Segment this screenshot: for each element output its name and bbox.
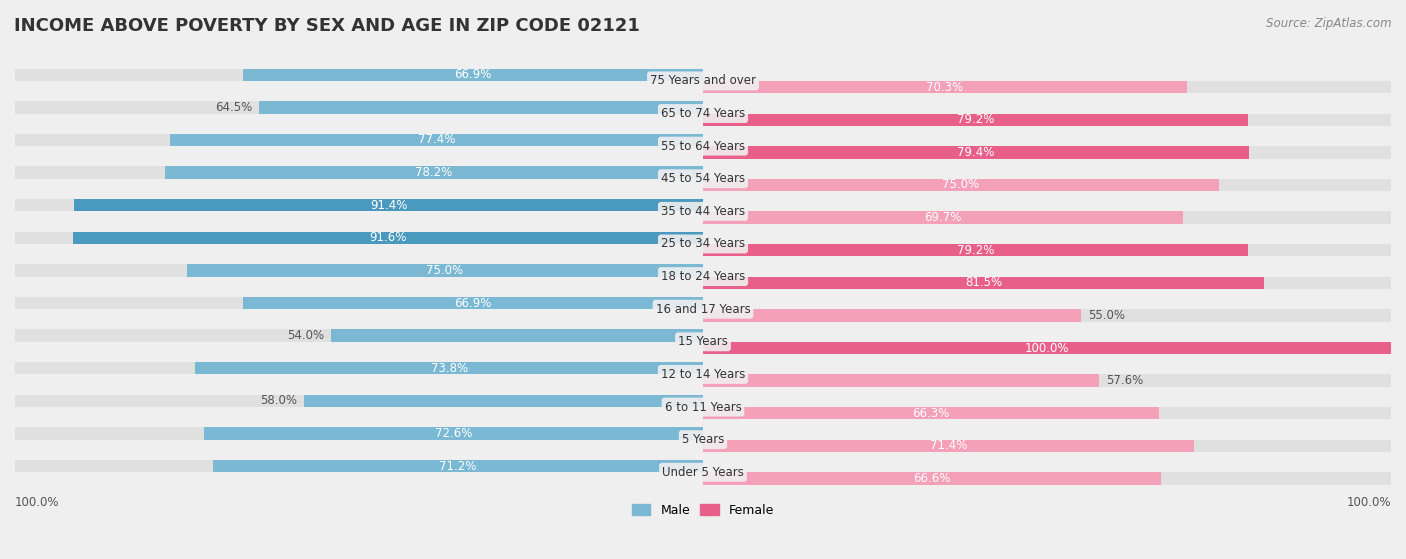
Bar	[703, 407, 1391, 419]
Text: 91.4%: 91.4%	[370, 198, 408, 212]
Text: Source: ZipAtlas.com: Source: ZipAtlas.com	[1267, 17, 1392, 30]
Text: 71.2%: 71.2%	[440, 459, 477, 472]
Bar	[204, 427, 703, 439]
Text: 77.4%: 77.4%	[418, 134, 456, 146]
Bar	[703, 342, 1391, 354]
Bar	[703, 179, 1219, 191]
Bar	[243, 69, 703, 81]
Bar	[75, 199, 703, 211]
Bar	[703, 146, 1250, 159]
Bar	[332, 329, 703, 342]
Bar	[243, 297, 703, 309]
Bar	[195, 362, 703, 375]
Bar	[304, 395, 703, 407]
Bar	[703, 309, 1081, 321]
Bar	[165, 167, 703, 179]
Bar	[703, 244, 1249, 257]
Bar	[15, 101, 703, 113]
Bar	[15, 329, 703, 342]
Text: 79.2%: 79.2%	[956, 113, 994, 126]
Text: 12 to 14 Years: 12 to 14 Years	[661, 368, 745, 381]
Legend: Male, Female: Male, Female	[627, 499, 779, 522]
Bar	[703, 407, 1159, 419]
Bar	[703, 81, 1187, 93]
Bar	[703, 375, 1391, 387]
Text: 57.6%: 57.6%	[1107, 374, 1143, 387]
Bar	[15, 427, 703, 439]
Text: 72.6%: 72.6%	[434, 427, 472, 440]
Text: 79.2%: 79.2%	[956, 244, 994, 257]
Bar	[703, 146, 1391, 159]
Text: 75 Years and over: 75 Years and over	[650, 74, 756, 87]
Bar	[703, 277, 1391, 289]
Bar	[15, 460, 703, 472]
Bar	[15, 134, 703, 146]
Text: 81.5%: 81.5%	[965, 276, 1002, 290]
Bar	[15, 395, 703, 407]
Text: 75.0%: 75.0%	[426, 264, 464, 277]
Text: INCOME ABOVE POVERTY BY SEX AND AGE IN ZIP CODE 02121: INCOME ABOVE POVERTY BY SEX AND AGE IN Z…	[14, 17, 640, 35]
Bar	[15, 69, 703, 81]
Text: 6 to 11 Years: 6 to 11 Years	[665, 401, 741, 414]
Bar	[703, 211, 1182, 224]
Text: 71.4%: 71.4%	[929, 439, 967, 452]
Bar	[703, 472, 1391, 485]
Bar	[703, 113, 1249, 126]
Text: 100.0%: 100.0%	[1025, 342, 1069, 354]
Text: 45 to 54 Years: 45 to 54 Years	[661, 172, 745, 185]
Bar	[15, 297, 703, 309]
Text: 73.8%: 73.8%	[430, 362, 468, 375]
Text: 65 to 74 Years: 65 to 74 Years	[661, 107, 745, 120]
Text: 66.3%: 66.3%	[912, 407, 949, 420]
Text: 79.4%: 79.4%	[957, 146, 995, 159]
Bar	[187, 264, 703, 277]
Bar	[170, 134, 703, 146]
Bar	[703, 113, 1391, 126]
Bar	[259, 101, 703, 113]
Text: 70.3%: 70.3%	[927, 80, 963, 93]
Text: 55.0%: 55.0%	[1088, 309, 1125, 322]
Bar	[703, 244, 1391, 257]
Bar	[703, 439, 1391, 452]
Text: 25 to 34 Years: 25 to 34 Years	[661, 238, 745, 250]
Text: 18 to 24 Years: 18 to 24 Years	[661, 270, 745, 283]
Bar	[15, 167, 703, 179]
Bar	[703, 179, 1391, 191]
Bar	[703, 277, 1264, 289]
Bar	[703, 375, 1099, 387]
Text: 66.6%: 66.6%	[914, 472, 950, 485]
Text: 64.5%: 64.5%	[215, 101, 252, 114]
Text: 78.2%: 78.2%	[415, 166, 453, 179]
Text: 66.9%: 66.9%	[454, 68, 492, 81]
Text: 5 Years: 5 Years	[682, 433, 724, 446]
Text: 58.0%: 58.0%	[260, 394, 297, 408]
Bar	[703, 439, 1194, 452]
Text: 69.7%: 69.7%	[924, 211, 962, 224]
Bar	[703, 342, 1391, 354]
Text: 75.0%: 75.0%	[942, 178, 980, 191]
Text: 100.0%: 100.0%	[15, 496, 59, 509]
Text: 35 to 44 Years: 35 to 44 Years	[661, 205, 745, 218]
Bar	[703, 81, 1391, 93]
Bar	[15, 199, 703, 211]
Text: 91.6%: 91.6%	[370, 231, 406, 244]
Bar	[15, 264, 703, 277]
Text: 66.9%: 66.9%	[454, 296, 492, 310]
Bar	[703, 309, 1391, 321]
Bar	[703, 472, 1161, 485]
Bar	[214, 460, 703, 472]
Text: 15 Years: 15 Years	[678, 335, 728, 348]
Bar	[15, 231, 703, 244]
Text: 54.0%: 54.0%	[287, 329, 325, 342]
Bar	[15, 362, 703, 375]
Text: 55 to 64 Years: 55 to 64 Years	[661, 140, 745, 153]
Text: 16 and 17 Years: 16 and 17 Years	[655, 303, 751, 316]
Bar	[73, 231, 703, 244]
Bar	[703, 211, 1391, 224]
Text: Under 5 Years: Under 5 Years	[662, 466, 744, 479]
Text: 100.0%: 100.0%	[1347, 496, 1391, 509]
